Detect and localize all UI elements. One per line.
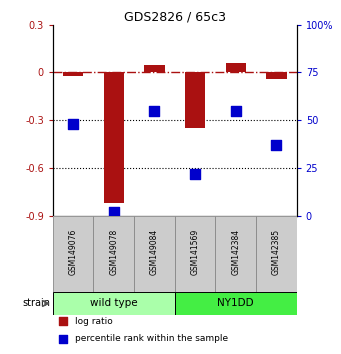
Point bbox=[71, 121, 76, 127]
Text: NY1DD: NY1DD bbox=[218, 298, 254, 308]
Text: GSM149084: GSM149084 bbox=[150, 229, 159, 275]
Bar bbox=[104, 73, 124, 203]
Bar bbox=[134, 216, 175, 292]
Bar bbox=[93, 216, 134, 292]
Bar bbox=[175, 216, 216, 292]
Text: GSM141569: GSM141569 bbox=[191, 229, 199, 275]
Text: percentile rank within the sample: percentile rank within the sample bbox=[75, 335, 228, 343]
Point bbox=[273, 142, 279, 148]
Title: GDS2826 / 65c3: GDS2826 / 65c3 bbox=[124, 11, 226, 24]
Text: GSM142385: GSM142385 bbox=[272, 229, 281, 275]
Bar bbox=[216, 216, 256, 292]
Bar bbox=[185, 73, 205, 128]
Bar bbox=[63, 73, 83, 76]
Text: GSM142384: GSM142384 bbox=[231, 229, 240, 275]
Text: wild type: wild type bbox=[90, 298, 138, 308]
Point bbox=[60, 319, 65, 324]
Text: log ratio: log ratio bbox=[75, 317, 113, 326]
Point bbox=[60, 336, 65, 342]
Bar bbox=[144, 64, 165, 73]
Bar bbox=[53, 216, 93, 292]
Text: strain: strain bbox=[23, 298, 50, 308]
Point bbox=[192, 171, 198, 176]
Bar bbox=[175, 292, 297, 315]
Bar bbox=[225, 63, 246, 73]
Point bbox=[233, 108, 238, 113]
Bar bbox=[256, 216, 297, 292]
Text: GSM149078: GSM149078 bbox=[109, 229, 118, 275]
Point bbox=[111, 209, 117, 215]
Bar bbox=[53, 292, 175, 315]
Point bbox=[152, 108, 157, 113]
Text: GSM149076: GSM149076 bbox=[69, 229, 78, 275]
Bar bbox=[266, 73, 286, 79]
